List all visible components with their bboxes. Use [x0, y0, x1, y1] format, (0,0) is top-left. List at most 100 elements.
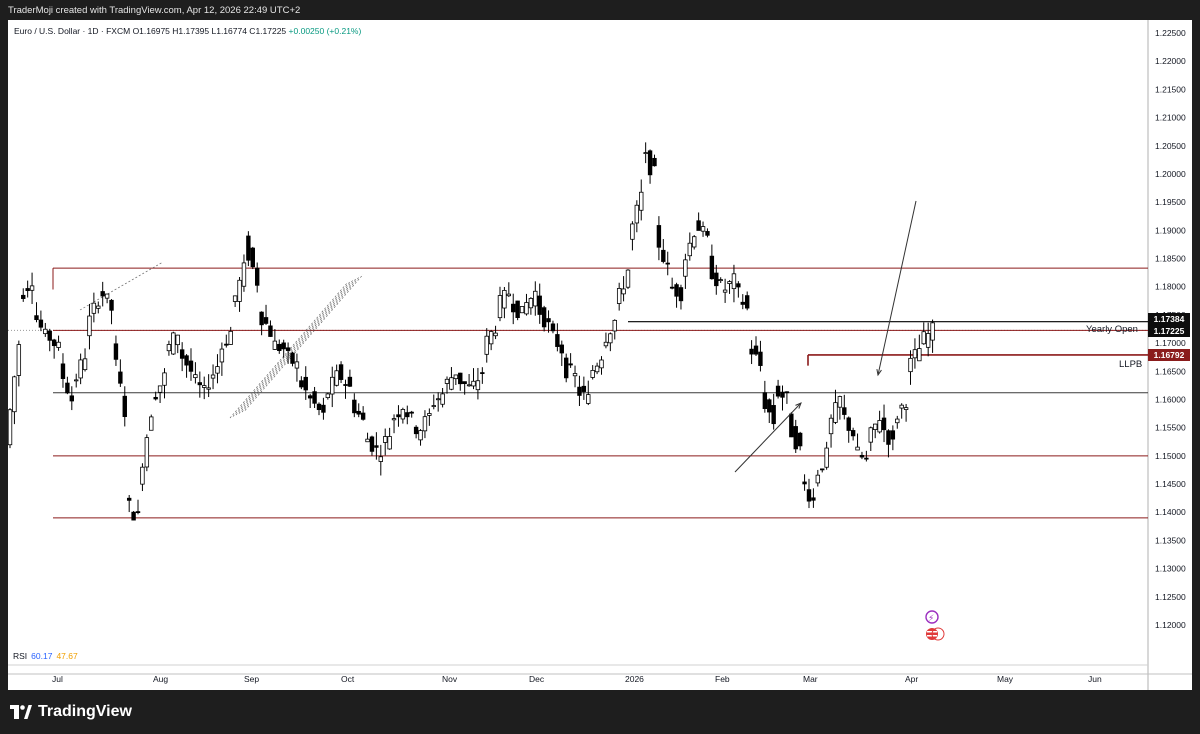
- candle-up: [899, 404, 904, 409]
- candle-up: [493, 332, 498, 337]
- candle-up: [815, 474, 821, 484]
- candle-down: [60, 363, 66, 379]
- candle-up: [8, 409, 13, 446]
- tradingview-logo[interactable]: TradingView: [10, 703, 132, 721]
- candle-up: [502, 290, 507, 309]
- candle-down: [850, 430, 856, 437]
- candle-up: [497, 295, 503, 319]
- candle-down: [775, 385, 781, 397]
- candle-up: [444, 378, 450, 384]
- candle-down: [661, 249, 666, 262]
- candle-down: [740, 301, 745, 305]
- candle-down: [321, 404, 326, 413]
- candle-up: [219, 348, 225, 363]
- price-axis-label: 1.17000: [1155, 338, 1186, 348]
- time-axis-label: Mar: [803, 674, 818, 684]
- candle-up: [590, 370, 595, 378]
- high-level-tag: 1.17384: [1148, 313, 1190, 325]
- candle-up: [325, 393, 331, 399]
- candle-down: [784, 391, 790, 394]
- candle-up: [56, 341, 61, 348]
- candle-up: [294, 361, 300, 369]
- candle-up: [731, 273, 737, 290]
- candle-down: [109, 299, 114, 311]
- price-axis-label: 1.14000: [1155, 507, 1186, 517]
- credit-text: TraderMoji created with TradingView.com,…: [8, 5, 301, 16]
- candle-down: [537, 295, 542, 315]
- candle-down: [122, 395, 127, 417]
- candle-down: [396, 414, 401, 418]
- candle-up: [630, 223, 635, 240]
- candle-down: [678, 287, 684, 302]
- channel-hatch-line: [235, 278, 355, 416]
- time-axis-label: Jul: [52, 674, 63, 684]
- candle-down: [736, 283, 741, 288]
- event-marker-icon: [931, 627, 945, 641]
- candle-down: [197, 382, 203, 386]
- candle-up: [149, 416, 154, 431]
- candle-down: [374, 445, 379, 448]
- annotation-arrow-up: [734, 402, 802, 473]
- candle-up: [210, 374, 216, 379]
- llpb-level-tag: 1.16792: [1148, 349, 1190, 361]
- candle-up: [171, 332, 176, 355]
- candle-down: [250, 247, 255, 268]
- candle-down: [69, 395, 74, 402]
- candle-up: [692, 236, 697, 248]
- symbol-info: Euro / U.S. Dollar · 1D · FXCM O1.16975 …: [14, 26, 361, 36]
- candle-down: [462, 381, 467, 385]
- candle-down: [38, 319, 44, 328]
- channel-hatch-line: [241, 275, 361, 413]
- price-chart[interactable]: 1.22500 1.22000 1.21500 1.21000 1.20500 1.200…: [8, 20, 1192, 690]
- candle-down: [515, 300, 520, 318]
- candle-up: [586, 394, 591, 404]
- candle-up: [572, 373, 578, 377]
- candle-down: [312, 391, 317, 404]
- candle-down: [669, 286, 675, 289]
- candle-down: [356, 410, 361, 415]
- candle-up: [418, 430, 423, 441]
- price-axis-label: 1.21000: [1155, 113, 1186, 123]
- candle-down: [409, 411, 414, 414]
- tradingview-wordmark: TradingView: [38, 703, 132, 720]
- annotation-arrow-down: [877, 200, 917, 376]
- candle-down: [797, 432, 803, 447]
- candle-down: [47, 330, 52, 341]
- rsi-legend[interactable]: RSI 60.17 47.67: [13, 651, 78, 661]
- candle-down: [886, 430, 891, 445]
- price-axis-label: 1.22500: [1155, 28, 1186, 38]
- candle-down: [541, 307, 547, 328]
- candle-down: [413, 426, 419, 435]
- price-axis-label: 1.15000: [1155, 451, 1186, 461]
- candle-down: [564, 357, 569, 379]
- candle-up: [519, 306, 525, 314]
- candle-up: [687, 242, 692, 257]
- candle-up: [475, 380, 481, 391]
- candle-up: [12, 376, 17, 413]
- candle-up: [506, 293, 512, 297]
- candle-up: [925, 333, 931, 348]
- candle-up: [634, 204, 640, 224]
- candle-up: [718, 279, 723, 281]
- candle-down: [762, 392, 768, 409]
- rsi-ma-value: 47.67: [56, 651, 78, 661]
- candle-up: [824, 447, 829, 468]
- candle-down: [881, 417, 887, 431]
- price-axis-label: 1.16000: [1155, 394, 1186, 404]
- time-axis-label: 2026: [625, 674, 644, 684]
- candle-up: [466, 384, 472, 387]
- candle-down: [665, 262, 670, 265]
- candle-down: [184, 355, 189, 366]
- candle-down: [656, 225, 662, 248]
- candle-up: [930, 322, 935, 341]
- price-axis-label: 1.14500: [1155, 479, 1186, 489]
- rsi-value: 60.17: [31, 651, 53, 661]
- candle-down: [246, 235, 251, 261]
- candle-down: [263, 317, 269, 324]
- candle-up: [16, 344, 22, 376]
- candle-up: [828, 417, 834, 435]
- candle-down: [369, 436, 375, 452]
- candle-down: [277, 343, 282, 351]
- candle-down: [179, 349, 185, 359]
- chart-area[interactable]: 1.22500 1.22000 1.21500 1.21000 1.20500 1.200…: [8, 20, 1192, 690]
